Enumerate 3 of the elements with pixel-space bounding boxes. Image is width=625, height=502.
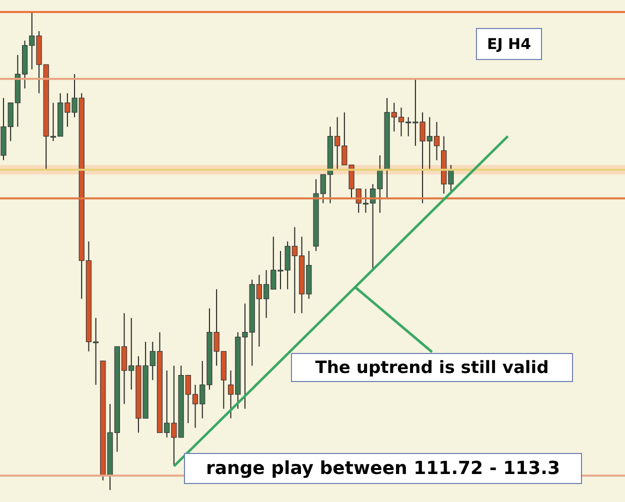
annotation: EJ H4 (476, 28, 542, 60)
annotation: range play between 111.72 - 113.3 (184, 453, 582, 484)
annotation: The uptrend is still valid (291, 353, 573, 382)
